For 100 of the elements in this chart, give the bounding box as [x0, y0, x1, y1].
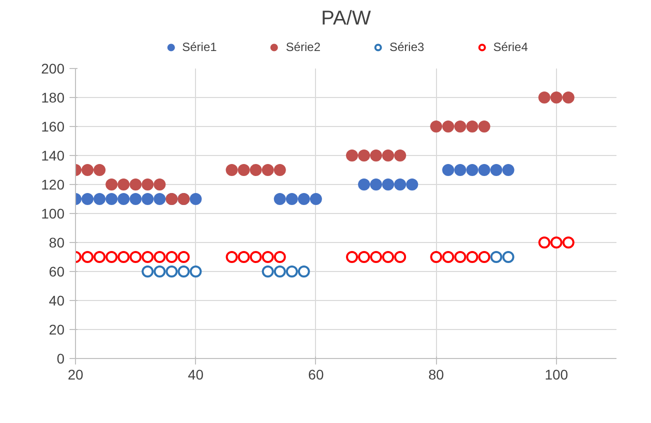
point: [82, 193, 94, 205]
point: [142, 178, 154, 190]
point: [94, 251, 106, 263]
point: [226, 251, 238, 263]
point: [286, 266, 298, 278]
point: [394, 178, 406, 190]
point: [442, 120, 454, 132]
point: [238, 164, 250, 176]
point: [166, 266, 178, 278]
y-tick-label: 160: [41, 118, 65, 134]
point: [286, 193, 298, 205]
legend-label: Série4: [493, 40, 528, 54]
point: [394, 150, 406, 162]
point: [454, 120, 466, 132]
point: [502, 251, 514, 263]
x-tick-label: 100: [544, 366, 568, 382]
point: [298, 193, 310, 205]
point: [562, 92, 574, 104]
point: [262, 251, 274, 263]
y-tick-label: 80: [48, 234, 65, 250]
point: [430, 251, 442, 263]
point: [310, 193, 322, 205]
point: [370, 150, 382, 162]
point: [130, 251, 142, 263]
y-tick-label: 100: [41, 206, 65, 222]
y-tick-label: 20: [48, 322, 65, 338]
x-tick-label: 60: [308, 366, 324, 382]
point: [466, 120, 478, 132]
legend-label: Série2: [286, 40, 320, 54]
point: [166, 251, 178, 263]
point: [106, 251, 118, 263]
y-tick-label: 200: [41, 60, 65, 76]
point: [130, 178, 142, 190]
point: [370, 178, 382, 190]
point: [190, 266, 202, 278]
point: [142, 266, 154, 278]
y-tick-label: 120: [41, 176, 65, 192]
point: [178, 266, 190, 278]
chart-title: PA/W: [321, 8, 371, 30]
point: [274, 164, 286, 176]
point: [154, 266, 166, 278]
point: [454, 251, 466, 263]
y-tick-label: 180: [41, 90, 65, 106]
point: [226, 164, 238, 176]
y-tick-label: 140: [41, 148, 65, 164]
point: [382, 178, 394, 190]
point: [346, 150, 358, 162]
point: [442, 164, 454, 176]
point: [106, 193, 118, 205]
point: [358, 178, 370, 190]
point: [382, 251, 394, 263]
point: [346, 251, 358, 263]
point: [154, 251, 166, 263]
point: [94, 164, 106, 176]
legend-label: Série3: [390, 40, 424, 54]
x-tick-label: 40: [188, 366, 204, 382]
point: [490, 251, 502, 263]
point: [538, 92, 550, 104]
point: [502, 164, 514, 176]
point: [94, 193, 106, 205]
point: [454, 164, 466, 176]
point: [370, 251, 382, 263]
point: [262, 266, 274, 278]
point: [478, 164, 490, 176]
point: [550, 92, 562, 104]
point: [118, 251, 130, 263]
point: [394, 251, 406, 263]
point: [142, 251, 154, 263]
point: [130, 193, 142, 205]
point: [274, 193, 286, 205]
point: [538, 236, 550, 248]
point: [142, 193, 154, 205]
point: [466, 164, 478, 176]
point: [178, 251, 190, 263]
point: [118, 178, 130, 190]
point: [154, 193, 166, 205]
point: [238, 251, 250, 263]
point: [562, 236, 574, 248]
legend-label: Série1: [182, 40, 217, 54]
point: [154, 178, 166, 190]
y-tick-label: 0: [56, 350, 65, 366]
point: [466, 251, 478, 263]
point: [190, 193, 202, 205]
y-tick-label: 40: [48, 292, 65, 308]
point: [262, 164, 274, 176]
point: [406, 178, 418, 190]
point: [82, 164, 94, 176]
point: [442, 251, 454, 263]
point: [358, 150, 370, 162]
point: [358, 251, 370, 263]
x-tick-label: 80: [428, 366, 444, 382]
point: [118, 193, 130, 205]
point: [430, 120, 442, 132]
point: [82, 251, 94, 263]
point: [550, 236, 562, 248]
point: [478, 120, 490, 132]
point: [490, 164, 502, 176]
point: [382, 150, 394, 162]
point: [274, 266, 286, 278]
point: [478, 251, 490, 263]
